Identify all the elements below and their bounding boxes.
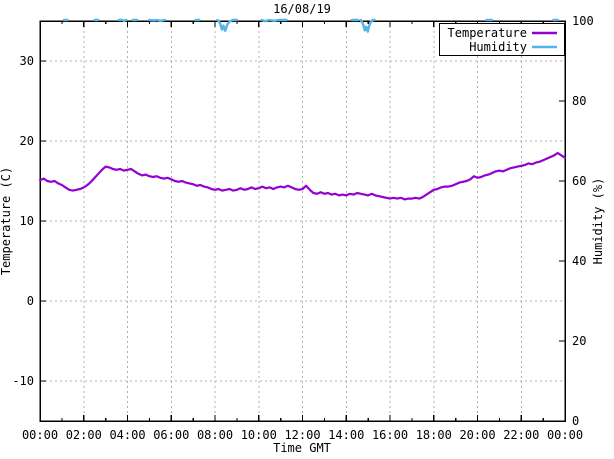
y-left-tick-label: 20 — [20, 134, 34, 148]
y-right-tick-label: 20 — [572, 334, 586, 348]
y-right-tick-label: 0 — [572, 414, 579, 428]
axis-ticks — [39, 20, 566, 422]
x-tick-label: 10:00 — [241, 428, 277, 442]
x-tick-label: 04:00 — [109, 428, 145, 442]
x-tick-label: 02:00 — [66, 428, 102, 442]
legend: Temperature Humidity — [439, 23, 565, 56]
x-tick-label: 06:00 — [153, 428, 189, 442]
legend-humidity-label: Humidity — [469, 40, 527, 54]
y-right-tick-label: 40 — [572, 254, 586, 268]
humidity-line-segment — [359, 18, 376, 33]
humidity-line-segment — [117, 18, 128, 22]
y-right-tick-label: 80 — [572, 94, 586, 108]
series-lines — [38, 18, 567, 201]
y-left-tick-label: 0 — [27, 294, 34, 308]
x-axis-title: Time GMT — [273, 441, 331, 455]
humidity-line-segment — [260, 18, 288, 23]
y-left-tick-label: 30 — [20, 54, 34, 68]
plot-border — [39, 20, 566, 422]
y-right-tick-label: 60 — [572, 174, 586, 188]
y-left-tick-label: 10 — [20, 214, 34, 228]
y-left-axis-title: Temperature (C) — [0, 167, 13, 275]
y-right-axis-title: Humidity (%) — [591, 178, 605, 265]
x-tick-label: 14:00 — [328, 428, 364, 442]
chart-title: 16/08/19 — [273, 2, 331, 16]
legend-temperature-label: Temperature — [448, 26, 527, 40]
x-tick-label: 20:00 — [459, 428, 495, 442]
x-tick-label: 16:00 — [372, 428, 408, 442]
y-left-tick-label: -10 — [12, 374, 34, 388]
x-tick-label: 12:00 — [284, 428, 320, 442]
axis-tick-labels: 00:00 02:00 04:00 06:00 08:00 10:00 12:00 14:00… — [12, 14, 593, 442]
humidity-line-segment — [148, 18, 167, 22]
legend-box — [439, 23, 565, 56]
x-tick-label: 22:00 — [503, 428, 539, 442]
temperature-line — [38, 151, 567, 201]
x-tick-label: 00:00 — [22, 428, 58, 442]
x-tick-label: 08:00 — [197, 428, 233, 442]
y-right-tick-label: 100 — [572, 14, 594, 28]
humidity-line-segment — [216, 18, 239, 32]
x-tick-label: 00:00 — [547, 428, 583, 442]
x-tick-label: 18:00 — [416, 428, 452, 442]
grid — [40, 21, 565, 421]
